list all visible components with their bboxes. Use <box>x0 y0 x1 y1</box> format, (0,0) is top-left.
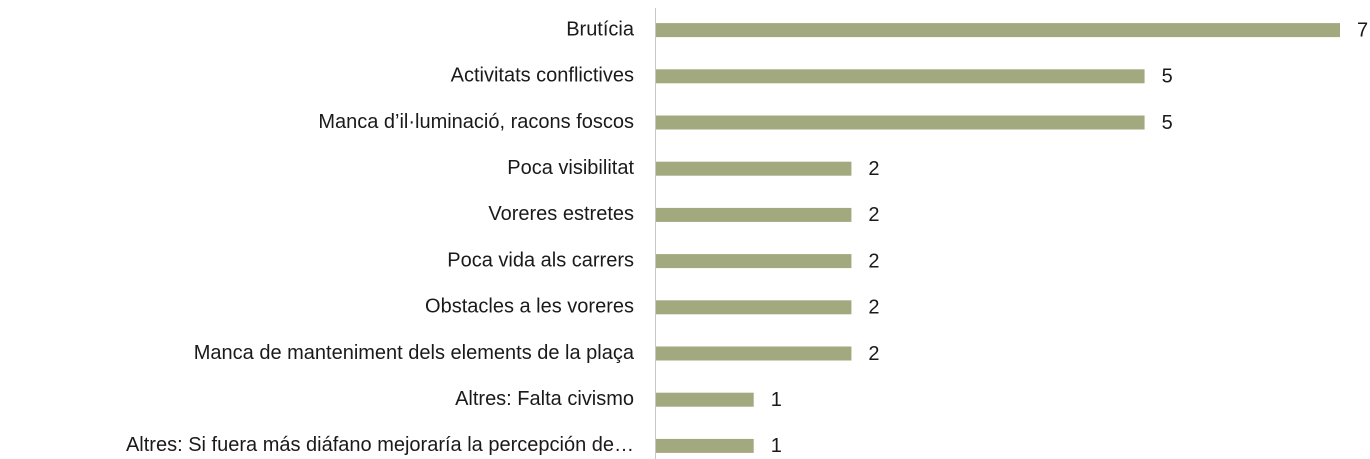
bar <box>656 161 852 176</box>
data-label: 5 <box>1162 66 1173 88</box>
category-label: Altres: Falta civismo <box>455 388 634 410</box>
data-label: 7 <box>1357 19 1368 41</box>
bar <box>656 207 852 222</box>
data-label: 2 <box>868 343 879 365</box>
data-label: 2 <box>868 204 879 226</box>
category-label: Manca d’il·luminació, racons foscos <box>318 111 634 133</box>
bar <box>656 254 852 269</box>
bar <box>656 346 852 361</box>
category-label: Altres: Si fuera más diáfano mejoraría l… <box>126 434 634 456</box>
bar <box>656 392 754 407</box>
bar <box>656 300 852 315</box>
category-label: Manca de manteniment dels elements de la… <box>194 342 635 364</box>
bar <box>656 438 754 453</box>
bar <box>656 69 1145 84</box>
category-label: Poca vida als carrers <box>447 249 634 271</box>
data-label: 1 <box>771 389 782 411</box>
data-label: 2 <box>868 158 879 180</box>
category-label: Obstacles a les voreres <box>425 296 634 318</box>
data-label: 2 <box>868 250 879 272</box>
category-label: Brutícia <box>566 18 635 40</box>
category-label: Poca visibilitat <box>507 157 634 179</box>
category-label: Voreres estretes <box>488 203 634 225</box>
category-label: Activitats conflictives <box>451 65 634 87</box>
bar <box>656 23 1340 38</box>
bar <box>656 115 1145 130</box>
data-label: 1 <box>771 435 782 457</box>
data-label: 5 <box>1162 112 1173 134</box>
data-label: 2 <box>868 297 879 319</box>
